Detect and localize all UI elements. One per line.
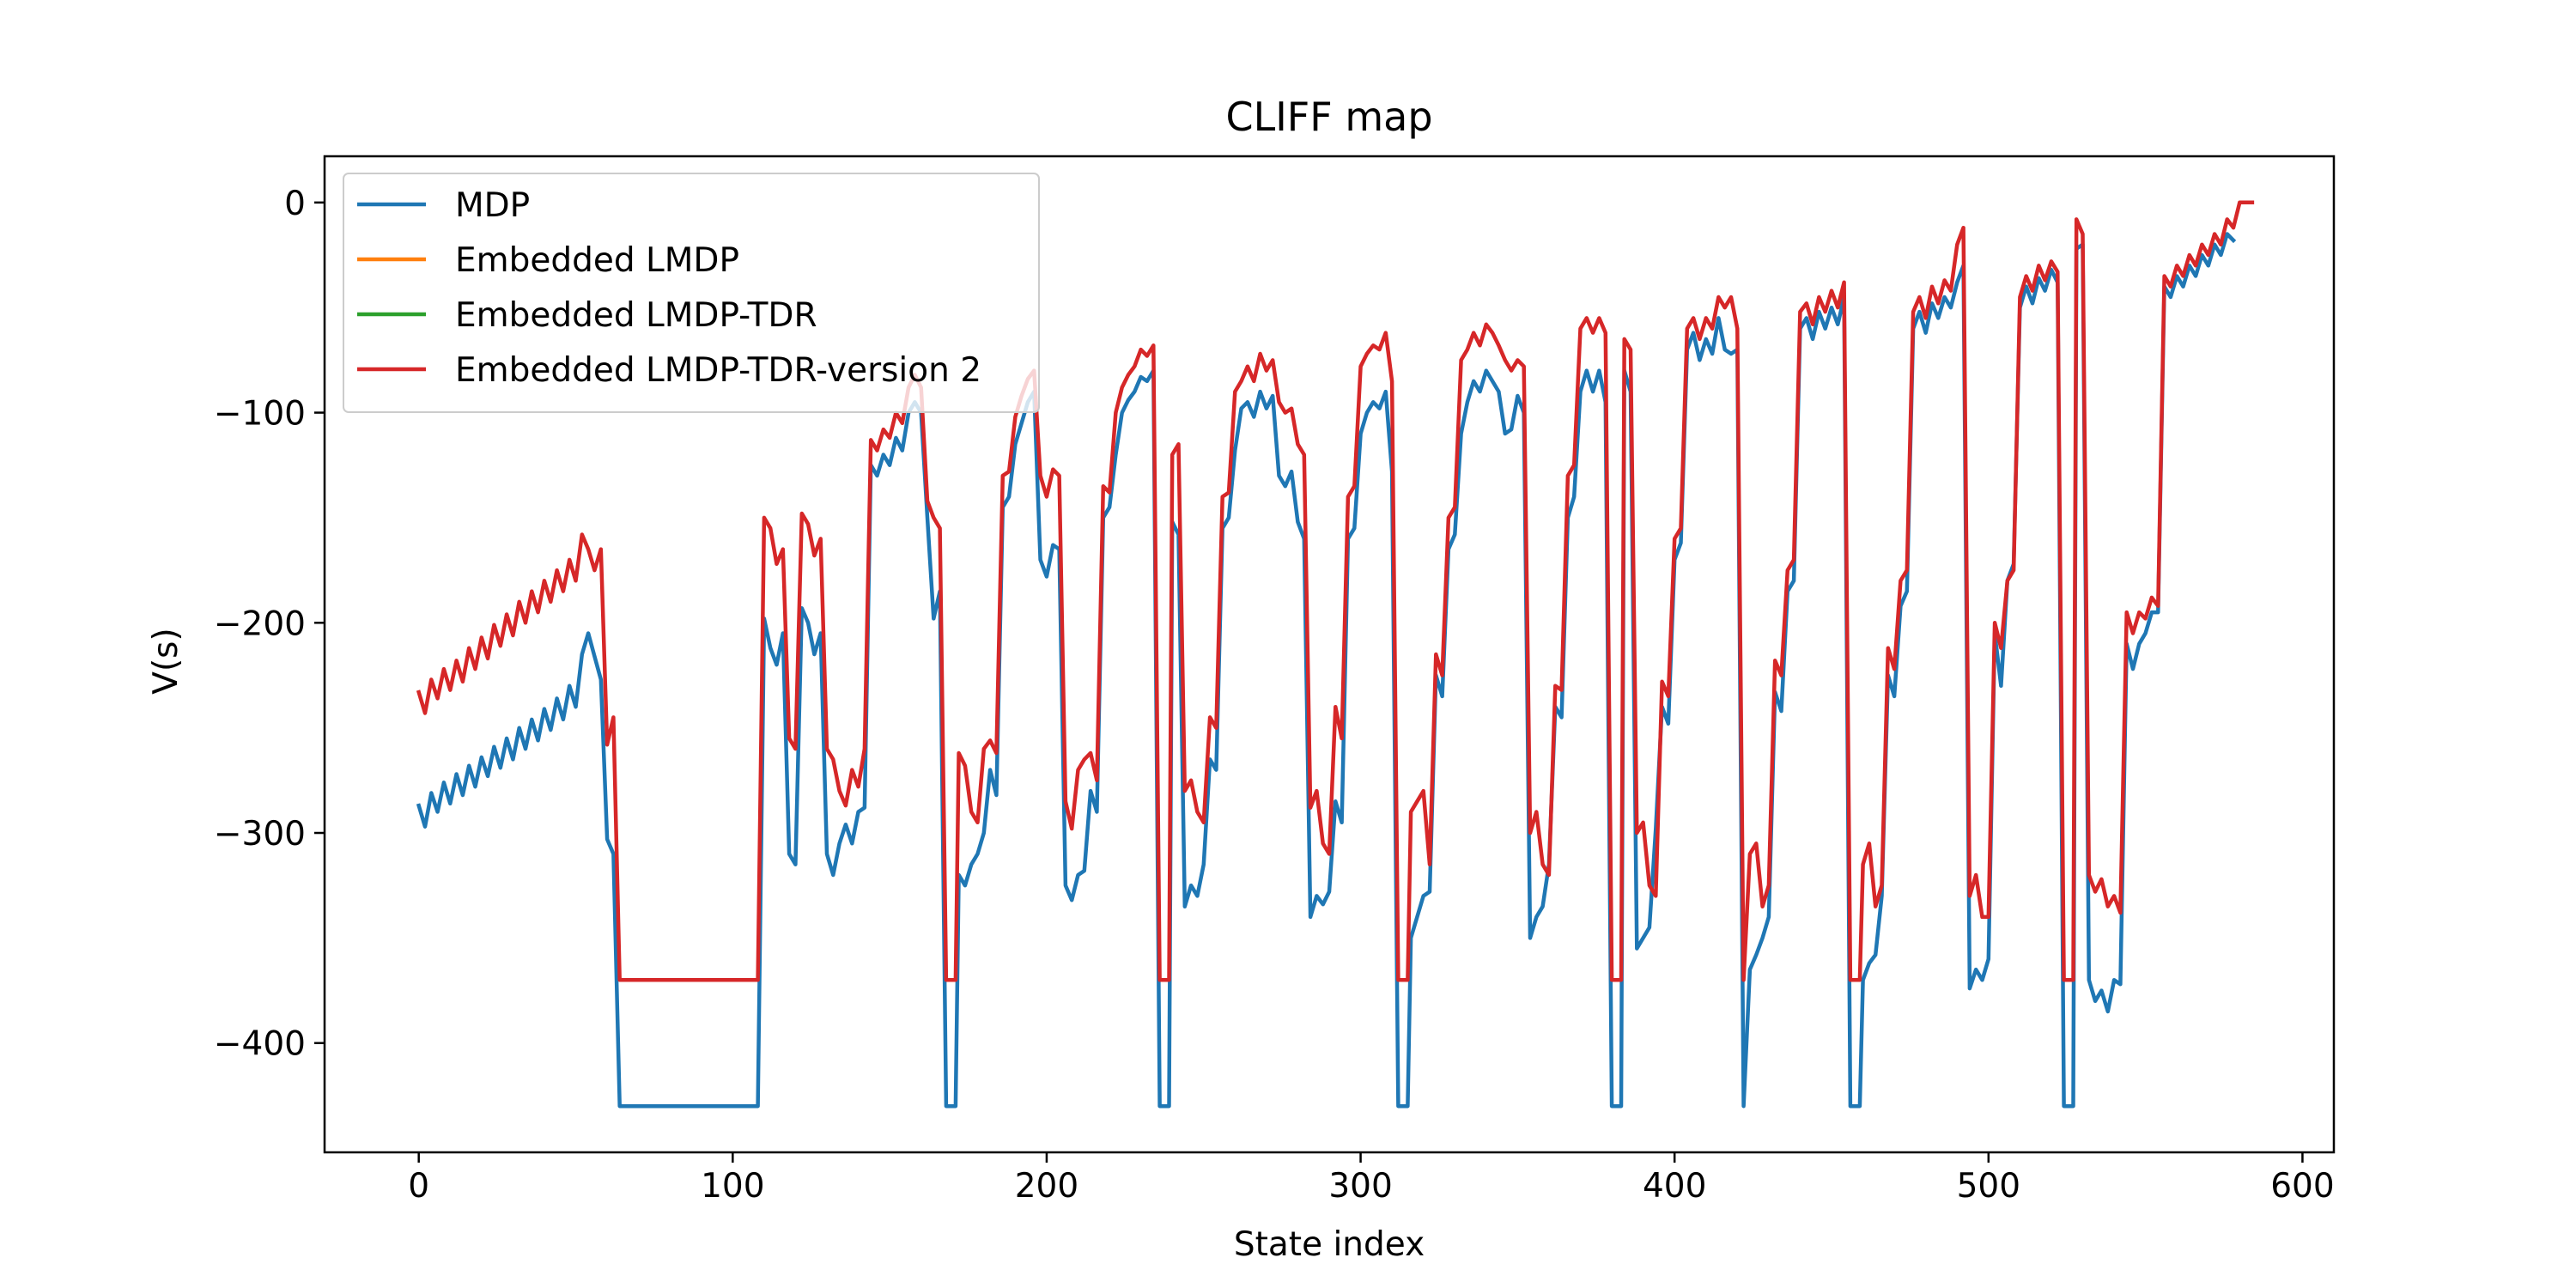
series-line-3: [416, 200, 2255, 982]
x-tick-label: 300: [1328, 1167, 1392, 1206]
plot-frame: [323, 155, 2336, 1154]
x-tick-label: 100: [701, 1167, 764, 1206]
legend-label-3: Embedded LMDP-TDR-version 2: [455, 351, 981, 390]
y-tick-label: −100: [214, 395, 306, 434]
x-tick-label: 600: [2270, 1167, 2334, 1206]
legend-label-2: Embedded LMDP-TDR: [455, 296, 817, 335]
legend-label-1: Embedded LMDP: [455, 241, 739, 280]
y-tick-label: −400: [214, 1025, 306, 1064]
y-tick-label: −200: [214, 605, 306, 643]
x-axis: 0 100 200 300 400 500 600: [408, 1152, 2335, 1206]
legend-box: [343, 173, 1040, 413]
chart-title: CLIFF map: [1225, 94, 1432, 140]
x-axis-label: State index: [1234, 1225, 1425, 1264]
y-axis-label: V(s): [147, 628, 185, 694]
series-lines: [416, 200, 2255, 1109]
x-tick-label: 400: [1643, 1167, 1706, 1206]
x-tick-label: 500: [1957, 1167, 2020, 1206]
y-axis: 0 −100 −200 −300 −400: [214, 185, 325, 1064]
y-tick-label: −300: [214, 815, 306, 854]
x-tick-label: 200: [1015, 1167, 1078, 1206]
y-tick-label: 0: [284, 185, 306, 223]
legend: MDP Embedded LMDP Embedded LMDP-TDR Embedde…: [343, 173, 1040, 413]
legend-label-0: MDP: [455, 186, 530, 225]
x-tick-label: 0: [408, 1167, 429, 1206]
